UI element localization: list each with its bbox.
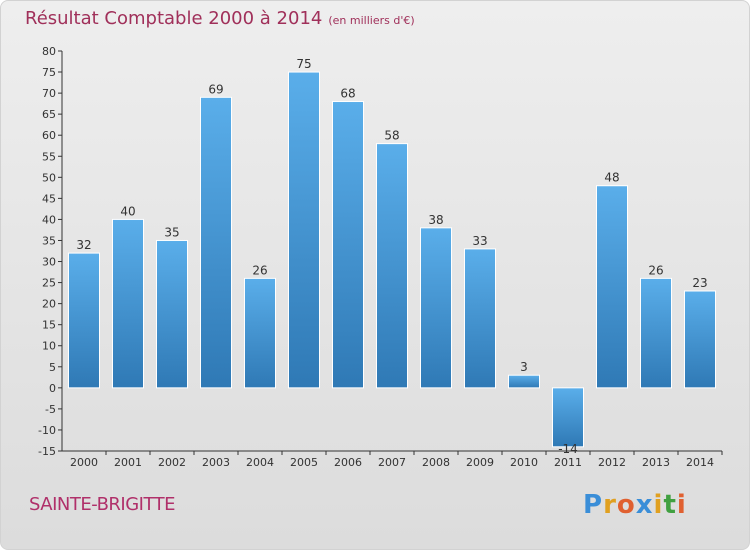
x-tick-label-2009: 2009 <box>466 456 494 469</box>
chart-subtitle: (en milliers d'€) <box>328 14 415 27</box>
y-tick-label: 80 <box>42 45 56 58</box>
y-tick-label: 10 <box>42 340 56 353</box>
y-tick-label: 0 <box>49 382 56 395</box>
y-tick-label: -5 <box>45 403 56 416</box>
x-tick-label-2010: 2010 <box>510 456 538 469</box>
y-tick-label: 50 <box>42 171 56 184</box>
logo-letter: i <box>676 490 687 520</box>
bar-2006 <box>332 101 364 389</box>
logo-letter: x <box>635 490 654 520</box>
data-label-2004: 26 <box>252 263 267 277</box>
logo-letter: o <box>616 490 636 520</box>
logo-letter: i <box>653 490 664 520</box>
y-tick-label: 30 <box>42 256 56 269</box>
bar-2008 <box>420 227 452 389</box>
bar-2009 <box>464 248 496 389</box>
bar-2001 <box>112 218 144 389</box>
y-tick-label: 70 <box>42 87 56 100</box>
data-label-2003: 69 <box>208 82 223 96</box>
x-tick-label-2001: 2001 <box>114 456 142 469</box>
data-label-2007: 58 <box>384 129 399 143</box>
data-label-2010: 3 <box>520 360 528 374</box>
y-tick-label: 20 <box>42 298 56 311</box>
location-name: SAINTE-BRIGITTE <box>29 494 176 515</box>
y-tick-label: 55 <box>42 150 56 163</box>
bar-2000 <box>68 252 100 389</box>
y-tick-label: 35 <box>42 234 56 247</box>
y-tick-label: 25 <box>42 277 56 290</box>
logo-letter: P <box>583 490 604 520</box>
logo-letter: r <box>603 490 617 520</box>
x-tick-label-2000: 2000 <box>70 456 98 469</box>
x-tick-label-2007: 2007 <box>378 456 406 469</box>
y-tick-label: 15 <box>42 319 56 332</box>
y-tick-label: 5 <box>49 361 56 374</box>
bar-2005 <box>288 71 320 389</box>
y-tick-label: -10 <box>38 424 56 437</box>
data-label-2005: 75 <box>296 57 311 71</box>
bar-2012 <box>596 185 628 389</box>
bar-2013 <box>640 277 672 389</box>
chart-bars <box>68 71 716 448</box>
data-label-2008: 38 <box>428 213 443 227</box>
chart-title: Résultat Comptable 2000 à 2014 (en millie… <box>25 8 415 29</box>
proxiti-logo: Proxiti <box>583 490 687 520</box>
data-label-2012: 48 <box>604 171 619 185</box>
x-tick-label-2014: 2014 <box>686 456 714 469</box>
x-tick-label-2004: 2004 <box>246 456 274 469</box>
x-tick-label-2005: 2005 <box>290 456 318 469</box>
y-tick-label: 45 <box>42 192 56 205</box>
x-tick-label-2011: 2011 <box>554 456 582 469</box>
data-label-2006: 68 <box>340 87 355 101</box>
chart-title-text: Résultat Comptable 2000 à 2014 <box>25 8 323 29</box>
bar-2002 <box>156 239 188 389</box>
logo-letter: t <box>663 490 677 520</box>
bar-2010 <box>508 374 540 389</box>
data-label-2000: 32 <box>76 238 91 252</box>
y-tick-label: -15 <box>38 445 56 458</box>
y-tick-label: 75 <box>42 66 56 79</box>
data-label-2011: -14 <box>558 442 578 456</box>
x-tick-label-2002: 2002 <box>158 456 186 469</box>
chart-axes: 80757065605550454035302520151050-5-10-15… <box>38 45 723 469</box>
bar-2004 <box>244 277 276 389</box>
y-tick-label: 60 <box>42 129 56 142</box>
x-tick-label-2012: 2012 <box>598 456 626 469</box>
bar-2011 <box>552 387 584 448</box>
data-label-2014: 23 <box>692 276 707 290</box>
bar-2007 <box>376 143 408 389</box>
bar-2014 <box>684 290 716 389</box>
data-label-2001: 40 <box>120 204 135 218</box>
data-label-2013: 26 <box>648 263 663 277</box>
data-label-2009: 33 <box>472 234 487 248</box>
bar-2003 <box>200 96 232 389</box>
x-tick-label-2008: 2008 <box>422 456 450 469</box>
data-label-2002: 35 <box>164 225 179 239</box>
y-tick-label: 40 <box>42 213 56 226</box>
x-tick-label-2003: 2003 <box>202 456 230 469</box>
x-tick-label-2013: 2013 <box>642 456 670 469</box>
x-tick-label-2006: 2006 <box>334 456 362 469</box>
y-tick-label: 65 <box>42 108 56 121</box>
